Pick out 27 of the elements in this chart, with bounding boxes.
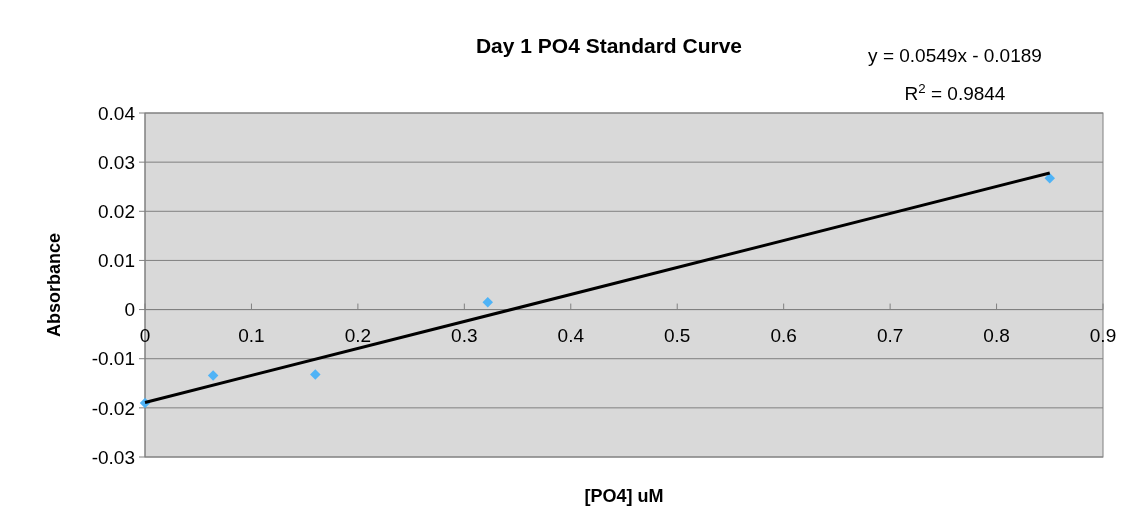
y-tick-label: -0.01	[91, 348, 135, 370]
x-axis-title: [PO4] uM	[584, 486, 664, 506]
y-tick-label: 0.02	[98, 200, 135, 222]
x-tick-label: 0.1	[238, 324, 265, 346]
x-tick-label: 0	[139, 324, 151, 346]
x-tick-label: 0.3	[451, 324, 478, 346]
x-tick-label: 0.5	[664, 324, 691, 346]
x-tick-label: 0.2	[344, 324, 372, 346]
y-axis-title: Absorbance	[44, 232, 64, 338]
point	[1044, 173, 1056, 184]
x-tick-label: 0.4	[557, 324, 585, 346]
y-tick-label: 0	[124, 299, 135, 321]
y-tick-label: 0.04	[98, 102, 136, 124]
x-tick-label: 0.9	[1089, 324, 1117, 346]
x-tick-label: 0.7	[876, 324, 904, 346]
text: y = 0.0549x - 0.0189	[868, 45, 1042, 66]
y-tick-label: -0.02	[91, 397, 135, 419]
point	[482, 296, 493, 308]
y-tick-label: 0.01	[98, 250, 135, 272]
text: R$^{2}$ = 0.9844	[904, 80, 1006, 104]
chart-title: Day 1 PO4 Standard Curve	[475, 34, 743, 57]
y-tick-label: -0.03	[91, 446, 135, 468]
x-tick-label: 0.6	[770, 324, 797, 346]
y-tick-label: 0.03	[98, 151, 135, 173]
point	[207, 370, 219, 381]
point	[310, 369, 321, 380]
x-tick-label: 0.8	[983, 324, 1010, 346]
